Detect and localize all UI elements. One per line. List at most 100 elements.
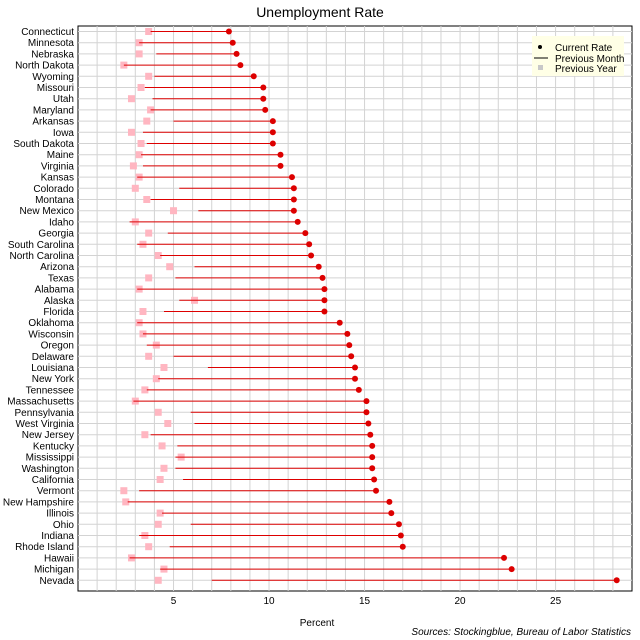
y-tick-label: Alabama — [35, 285, 75, 296]
y-tick-label: Montana — [35, 195, 74, 206]
current-rate-dot — [308, 252, 315, 259]
x-axis-label: Percent — [300, 618, 335, 629]
y-tick-label: Utah — [53, 94, 74, 105]
current-rate-dot — [352, 364, 358, 371]
current-rate-dot — [346, 342, 353, 349]
previous-year-marker — [145, 352, 153, 360]
y-tick-label: Delaware — [32, 352, 75, 363]
current-rate-dot — [399, 543, 406, 550]
current-rate-dot — [363, 409, 370, 416]
current-rate-dot — [355, 386, 362, 393]
current-rate-dot — [229, 39, 236, 46]
current-rate-dot — [315, 263, 322, 270]
legend-previous-year-label: Previous Year — [555, 64, 617, 75]
previous-year-marker — [166, 263, 174, 271]
y-tick-label: Pennsylvania — [15, 408, 75, 419]
y-tick-label: Kentucky — [33, 441, 74, 452]
previous-year-marker — [127, 128, 135, 136]
y-tick-label: Georgia — [38, 229, 74, 240]
previous-year-marker — [154, 252, 162, 259]
source-note: Sources: Stockingblue, Bureau of Labor S… — [411, 627, 631, 638]
y-tick-label: North Carolina — [10, 251, 75, 262]
current-rate-dot — [369, 454, 376, 461]
y-tick-label: New Hampshire — [3, 497, 75, 508]
current-rate-dot — [319, 274, 326, 281]
y-tick-label: Arizona — [40, 262, 74, 273]
y-tick-label: Oklahoma — [28, 318, 74, 329]
current-rate-dot — [294, 218, 301, 225]
current-rate-dot — [501, 554, 508, 561]
previous-year-marker — [160, 364, 168, 371]
y-tick-label: Oregon — [41, 341, 74, 352]
current-rate-dot — [613, 577, 620, 584]
previous-year-marker — [122, 498, 130, 506]
legend: Current Rate Previous Month Previous Yea… — [532, 36, 624, 76]
previous-year-marker — [127, 95, 135, 103]
current-rate-dot — [344, 330, 351, 337]
current-rate-dot — [367, 431, 374, 438]
previous-year-marker — [154, 576, 162, 584]
current-rate-dot — [508, 566, 515, 573]
y-tick-label: Iowa — [53, 128, 75, 139]
x-tick-label: 25 — [550, 596, 562, 607]
previous-year-marker — [145, 72, 153, 80]
y-tick-label: Florida — [43, 307, 74, 318]
current-rate-dot — [288, 174, 295, 181]
legend-box — [532, 36, 624, 76]
y-tick-label: Idaho — [49, 217, 74, 228]
previous-year-marker — [154, 408, 162, 416]
current-rate-dot — [225, 28, 232, 35]
current-rate-dot — [388, 510, 395, 517]
current-rate-dot — [352, 375, 358, 382]
y-tick-label: Arkansas — [32, 117, 74, 128]
y-tick-label: Louisiana — [31, 363, 74, 374]
y-tick-label: Connecticut — [21, 27, 74, 38]
previous-year-marker — [143, 117, 151, 125]
previous-year-marker — [145, 274, 153, 282]
current-rate-dot — [395, 521, 402, 528]
current-rate-dot — [363, 398, 370, 405]
previous-year-marker — [156, 476, 164, 483]
current-rate-dot — [321, 286, 328, 293]
previous-year-marker — [145, 543, 153, 551]
current-rate-dot — [365, 420, 372, 427]
previous-year-marker — [135, 151, 143, 159]
y-tick-label: Illinois — [46, 509, 74, 520]
y-tick-label: Mississippi — [26, 453, 74, 464]
current-rate-dot — [348, 353, 355, 360]
previous-year-marker — [160, 464, 168, 472]
legend-previous-month-label: Previous Month — [555, 54, 624, 65]
y-tick-label: Virginia — [41, 161, 75, 172]
previous-year-marker — [137, 140, 145, 147]
current-rate-dot — [237, 62, 244, 69]
chart-title: Unemployment Rate — [256, 4, 384, 20]
y-tick-label: New Jersey — [22, 430, 74, 441]
x-tick-label: 5 — [171, 596, 177, 607]
legend-previous-year-marker — [538, 65, 543, 70]
current-rate-dot — [321, 308, 328, 315]
y-tick-label: Wisconsin — [28, 329, 74, 340]
current-rate-dot — [277, 151, 284, 158]
y-tick-label: Indiana — [41, 531, 74, 542]
current-rate-dot — [290, 196, 297, 203]
current-rate-dot — [233, 50, 240, 57]
current-rate-dot — [290, 207, 297, 214]
current-rate-dot — [386, 498, 393, 505]
previous-year-marker — [145, 229, 153, 237]
previous-year-marker — [152, 375, 160, 383]
y-tick-label: Minnesota — [28, 38, 75, 49]
previous-year-marker — [120, 487, 128, 495]
previous-year-marker — [141, 386, 149, 394]
previous-year-marker — [143, 196, 151, 203]
legend-current-label: Current Rate — [555, 43, 613, 54]
y-tick-label: Ohio — [53, 520, 75, 531]
current-rate-dot — [302, 230, 309, 237]
y-tick-label: Washington — [22, 464, 74, 475]
previous-year-marker — [158, 442, 166, 450]
y-tick-label: Hawaii — [44, 553, 74, 564]
current-rate-dot — [269, 140, 276, 147]
previous-year-marker — [135, 50, 143, 58]
previous-year-marker — [129, 162, 137, 170]
y-tick-label: New Mexico — [20, 206, 75, 217]
